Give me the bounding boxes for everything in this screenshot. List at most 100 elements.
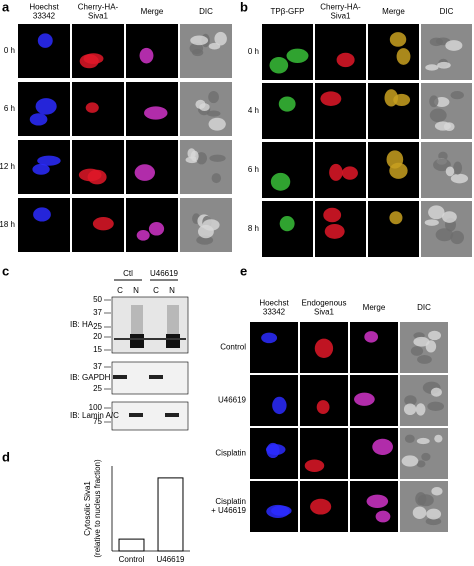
column-header: DIC (440, 7, 454, 16)
column-header: Endogenous (302, 299, 347, 308)
cell-outline (428, 205, 445, 220)
fluorescence-image (72, 140, 124, 194)
marker-label: 25 (93, 322, 102, 331)
dic-image (421, 24, 472, 80)
row-label: 4 h (248, 106, 259, 115)
cell-outline (431, 486, 443, 496)
cell (83, 53, 104, 64)
cell (304, 459, 325, 472)
cell (329, 163, 343, 181)
y-axis-label: (relative to nucleus fraction) (93, 459, 102, 558)
band (130, 334, 144, 348)
cell (354, 392, 375, 406)
lane-label: N (133, 286, 139, 295)
cell-outline (196, 152, 207, 165)
cell (389, 211, 403, 225)
cell-outline (190, 150, 199, 162)
row-label: 6 h (248, 165, 259, 174)
dic-image (180, 140, 232, 194)
cell (323, 207, 342, 223)
y-axis-label: Cytosolic Siva1 (83, 481, 92, 536)
cell-outline (214, 31, 227, 46)
cell-outline (438, 151, 448, 161)
column-header: Merge (363, 303, 386, 312)
cell (310, 498, 332, 515)
row-label: 18 h (0, 220, 15, 229)
column-header: Cherry-HA- (320, 3, 361, 12)
cell (33, 207, 51, 222)
cell-outline (416, 460, 426, 468)
cell-outline (426, 508, 442, 520)
x-tick-label: Control (119, 555, 145, 564)
marker-label: 15 (93, 345, 102, 354)
cell (269, 56, 289, 74)
bar (118, 538, 145, 552)
blot-label: IB: HA (70, 320, 94, 329)
cell-outline (415, 403, 426, 416)
cell-outline (197, 224, 214, 239)
cell-outline (209, 154, 226, 162)
column-header: Siva1 (314, 308, 335, 317)
column-header: Hoechst (29, 3, 59, 12)
cell-outline (430, 387, 442, 397)
cell-outline (416, 437, 430, 445)
cell-outline (425, 517, 442, 526)
cell-outline (417, 494, 434, 507)
cell-outline (450, 91, 464, 100)
cell (85, 102, 99, 113)
row-label: Control (220, 343, 246, 352)
fluorescence-image (300, 428, 348, 479)
cell (316, 400, 330, 415)
cell (78, 168, 102, 182)
row-label: 6 h (4, 104, 15, 113)
cell (272, 396, 287, 415)
column-header: Hoechst (259, 299, 289, 308)
cell (375, 510, 391, 523)
cell-outline (425, 64, 439, 71)
fluorescence-image (350, 322, 398, 373)
marker-label: 50 (93, 295, 102, 304)
cell-outline (437, 61, 451, 69)
marker-label: 100 (89, 403, 103, 412)
column-header: Siva1 (88, 12, 109, 21)
panel-label: c (2, 263, 9, 278)
row-label: Cisplatin (215, 497, 246, 506)
smear (131, 305, 143, 334)
row-label: Cisplatin (215, 449, 246, 458)
fluorescence-image (18, 198, 70, 252)
lane-label: C (153, 286, 159, 295)
cell (364, 331, 379, 343)
cell (266, 442, 280, 459)
cell (320, 91, 342, 106)
marker-label: 25 (93, 384, 102, 393)
band (166, 334, 180, 348)
group-label: U46619 (150, 269, 179, 278)
column-header: DIC (199, 7, 213, 16)
cell-outline (211, 173, 222, 184)
fluorescence-image (72, 24, 124, 78)
panel-label: b (240, 0, 248, 14)
cell (366, 494, 389, 508)
lane-label: C (117, 286, 123, 295)
row-label: 8 h (248, 224, 259, 233)
fluorescence-image (368, 201, 419, 257)
cell-outline (404, 395, 417, 406)
cell (134, 164, 155, 181)
cell (139, 47, 154, 64)
cell (29, 113, 48, 126)
fluorescence-image (368, 24, 419, 80)
cell (144, 106, 168, 120)
dic-image (400, 322, 448, 373)
cell-outline (445, 166, 455, 177)
smear (167, 305, 179, 334)
row-label: 12 h (0, 162, 15, 171)
dic-image (421, 83, 472, 139)
x-tick-label: U46619 (156, 555, 185, 564)
cell-outline (425, 340, 437, 353)
cell (278, 96, 296, 112)
bar (157, 477, 184, 552)
band (129, 413, 143, 417)
cell (136, 229, 150, 241)
blot-label: IB: GAPDH (70, 373, 111, 382)
